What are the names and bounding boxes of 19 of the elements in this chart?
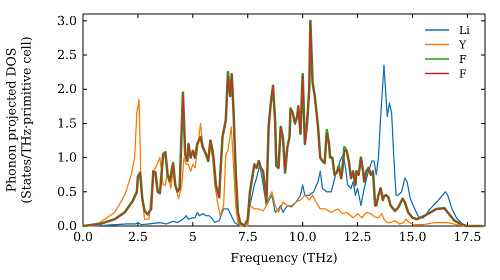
legend-label: Li — [459, 24, 470, 37]
x-tick-label: 7.5 — [238, 228, 258, 244]
x-tick-label: 2.5 — [128, 228, 148, 244]
x-tick-label: 12.5 — [344, 228, 372, 244]
legend-label: Y — [458, 38, 467, 52]
y-tick-label: 2.0 — [57, 81, 78, 96]
y-tick-label: 0.5 — [57, 184, 77, 199]
x-tick-label: 17.5 — [454, 228, 482, 244]
x-axis-title: Frequency (THz) — [230, 250, 338, 265]
y-tick-label: 2.5 — [57, 47, 77, 62]
x-tick-label: 5 — [188, 228, 197, 244]
y-tick-label: 3.0 — [57, 12, 78, 28]
x-tick-label: 10.0 — [288, 228, 317, 244]
legend-label: F — [459, 67, 467, 80]
legend-label: F — [459, 52, 467, 66]
y-axis-title: Phonon projected DOS (States/THz·primitive cell) — [4, 36, 34, 204]
y-tick-label: 1.5 — [57, 115, 77, 130]
y-tick-label: 1.0 — [57, 150, 78, 165]
x-tick-label: 15.0 — [398, 228, 426, 244]
